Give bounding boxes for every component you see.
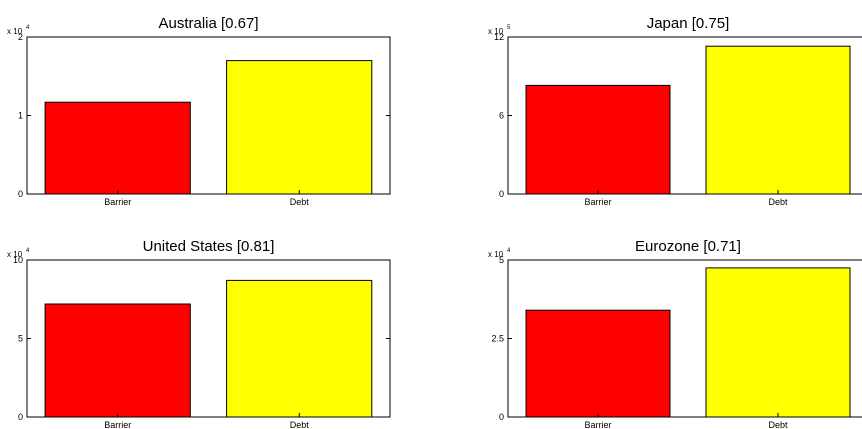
bar-barrier <box>44 101 191 195</box>
y-tick-label: 5 <box>499 255 504 265</box>
y-multiplier: x 10 <box>7 27 23 36</box>
y-multiplier: x 10 <box>7 250 23 259</box>
y-multiplier: x 10 <box>488 27 504 36</box>
y-multiplier-exponent: 4 <box>507 248 511 254</box>
y-tick-label: 0 <box>18 189 23 199</box>
y-tick-label: 2.5 <box>491 334 504 344</box>
bar-barrier <box>44 303 191 418</box>
bar-barrier <box>525 309 671 418</box>
y-tick-label: 2 <box>18 32 23 42</box>
y-tick-label: 0 <box>18 412 23 422</box>
chart-title: Japan [0.75] <box>647 15 730 32</box>
y-tick-label: 0 <box>499 412 504 422</box>
y-tick-label: 6 <box>499 111 504 121</box>
chart-title: Australia [0.67] <box>158 15 258 32</box>
y-tick-label: 5 <box>18 334 23 344</box>
x-tick-label-debt: Debt <box>768 197 788 207</box>
x-tick-label-barrier: Barrier <box>584 420 611 429</box>
chart-title: United States [0.81] <box>143 238 275 255</box>
bar-debt <box>705 45 851 195</box>
x-tick-label-barrier: Barrier <box>584 197 611 207</box>
x-tick-label-debt: Debt <box>290 420 310 429</box>
bar-barrier <box>525 84 671 195</box>
chart-panel-0: 0 1 2 Barrier Debt Australia [0.67] x 10 4 <box>7 15 391 207</box>
bar-debt <box>705 267 851 418</box>
chart-title: Eurozone [0.71] <box>635 238 741 255</box>
y-multiplier-exponent: 5 <box>507 25 511 31</box>
y-multiplier-exponent: 4 <box>26 25 30 31</box>
y-tick-label: 0 <box>499 189 504 199</box>
x-tick-label-barrier: Barrier <box>104 197 131 207</box>
bar-debt <box>226 60 373 195</box>
x-tick-label-barrier: Barrier <box>104 420 131 429</box>
chart-panel-1: 0 6 12 Barrier Debt Japan [0.75] x 10 5 <box>488 15 862 207</box>
bar-debt <box>226 279 373 418</box>
y-tick-label: 1 <box>18 111 23 121</box>
y-multiplier-exponent: 4 <box>26 248 30 254</box>
chart-panel-3: 0 2.5 5 Barrier Debt Eurozone [0.71] x 10 4 <box>488 238 862 429</box>
y-tick-label: 12 <box>494 32 504 42</box>
y-multiplier: x 10 <box>488 250 504 259</box>
x-tick-label-debt: Debt <box>290 197 310 207</box>
chart-panel-2: 0 5 10 Barrier Debt United States [0.81] x 10 4 <box>7 238 391 429</box>
y-tick-label: 10 <box>13 255 23 265</box>
x-tick-label-debt: Debt <box>768 420 788 429</box>
